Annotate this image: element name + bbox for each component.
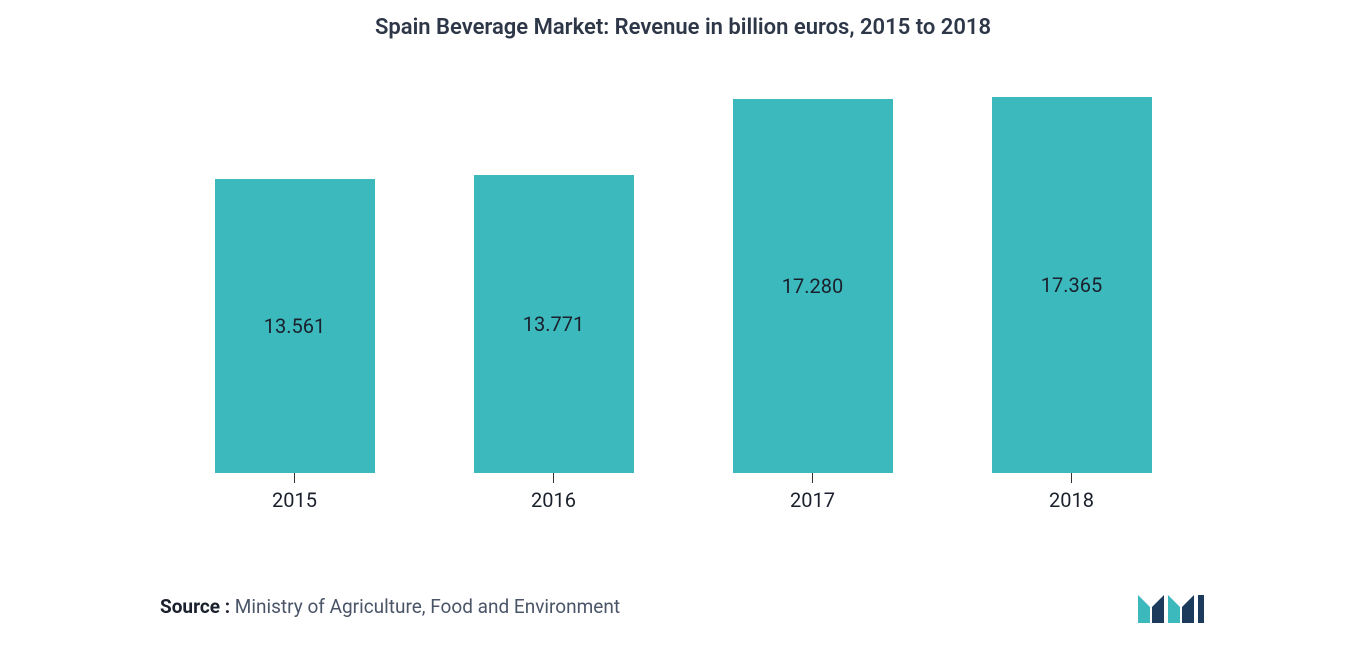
bar-value-2: 17.280 xyxy=(782,274,843,298)
source-row: Source : Ministry of Agriculture, Food a… xyxy=(60,587,1306,645)
bar-tick-1 xyxy=(553,473,554,483)
source-text: Source : Ministry of Agriculture, Food a… xyxy=(160,595,620,618)
bar-value-3: 17.365 xyxy=(1041,273,1102,297)
bar-group-1: 13.771 2016 xyxy=(459,175,648,512)
bar-group-0: 13.561 2015 xyxy=(200,179,389,512)
bar-label-1: 2016 xyxy=(531,488,576,512)
bar-group-3: 17.365 2018 xyxy=(977,97,1166,512)
bar-label-0: 2015 xyxy=(272,488,317,512)
bar-tick-2 xyxy=(812,473,813,483)
bar-tick-3 xyxy=(1071,473,1072,483)
bar-value-0: 13.561 xyxy=(264,314,325,338)
chart-title: Spain Beverage Market: Revenue in billio… xyxy=(60,15,1306,40)
bar-3: 17.365 xyxy=(992,97,1152,473)
bar-group-2: 17.280 2017 xyxy=(718,99,907,512)
chart-container: Spain Beverage Market: Revenue in billio… xyxy=(0,0,1366,655)
bar-tick-0 xyxy=(294,473,295,483)
source-label: Source : xyxy=(160,595,230,618)
bar-label-2: 2017 xyxy=(790,488,835,512)
bar-1: 13.771 xyxy=(474,175,634,473)
bar-2: 17.280 xyxy=(733,99,893,473)
mi-logo xyxy=(1136,587,1206,625)
logo-icon xyxy=(1136,587,1206,625)
x-axis-line xyxy=(200,511,1166,512)
bar-0: 13.561 xyxy=(215,179,375,473)
bar-label-3: 2018 xyxy=(1049,488,1094,512)
source-body: Ministry of Agriculture, Food and Enviro… xyxy=(230,595,620,618)
bar-value-1: 13.771 xyxy=(523,312,584,336)
plot-area: 13.561 2015 13.771 2016 17.280 2017 17.3… xyxy=(60,85,1306,512)
